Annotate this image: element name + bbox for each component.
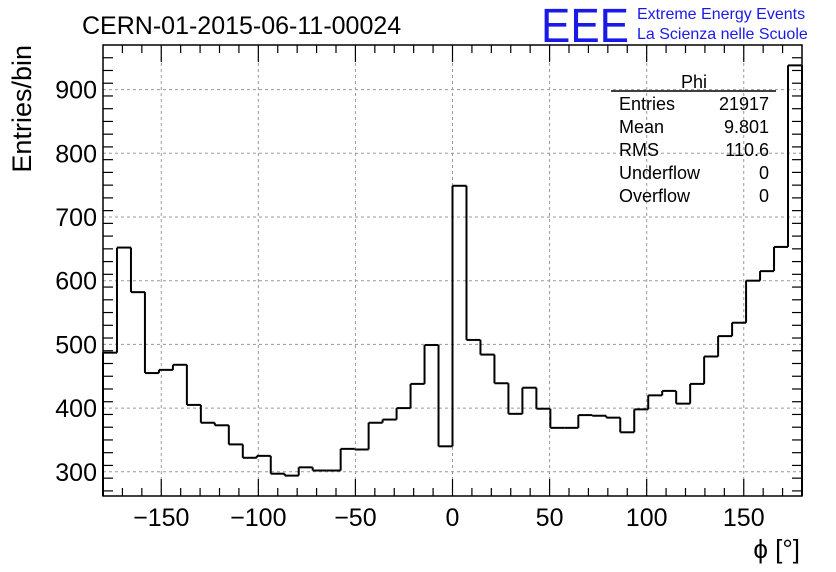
x-axis-label: ϕ [°]: [753, 534, 800, 564]
stats-row-value: 0: [759, 186, 769, 206]
x-tick-label: 50: [536, 504, 564, 532]
stats-row-value: 110.6: [725, 140, 769, 160]
x-tick-label: 100: [626, 504, 668, 532]
stats-row-label: Overflow: [619, 186, 691, 206]
y-tick-label: 400: [55, 395, 97, 423]
stats-box-title: Phi: [681, 72, 707, 92]
stats-row-label: Entries: [619, 94, 675, 114]
eee-logo-line1: Extreme Energy Events: [637, 6, 805, 23]
stats-row-label: Underflow: [619, 163, 701, 183]
stats-row-value: 21917: [719, 94, 769, 114]
tick-labels: −150 −100 −50 0 50 100 150 300 400 500 600 700 800 90…: [55, 77, 764, 532]
x-tick-label: −150: [133, 504, 189, 532]
stats-row-value: 0: [759, 163, 769, 183]
stats-box: Phi Entries 21917 Mean 9.801 RMS 110.6 Underfl…: [611, 72, 776, 206]
stats-row-label: RMS: [619, 140, 659, 160]
stats-box-rows: Entries 21917 Mean 9.801 RMS 110.6 Underflow 0 O…: [619, 94, 769, 206]
x-tick-label: 150: [723, 504, 765, 532]
eee-logo-mark: EEE: [541, 0, 629, 53]
y-tick-label: 600: [55, 268, 97, 296]
y-tick-label: 300: [55, 459, 97, 487]
y-tick-label: 500: [55, 331, 97, 359]
y-axis-label: Entries/bin: [7, 45, 37, 173]
chart-title: CERN-01-2015-06-11-00024: [82, 12, 401, 40]
x-tick-label: −100: [230, 504, 286, 532]
y-tick-label: 900: [55, 77, 97, 105]
stats-row-label: Mean: [619, 117, 664, 137]
x-tick-label: −50: [334, 504, 376, 532]
plot-frame: [102, 44, 803, 497]
y-tick-label: 800: [55, 140, 97, 168]
axis-ticks: [103, 45, 802, 496]
stats-row-value: 9.801: [724, 117, 769, 137]
eee-logo-line2: La Scienza nelle Scuole: [637, 26, 808, 43]
y-tick-label: 700: [55, 204, 97, 232]
x-tick-label: 0: [446, 504, 460, 532]
eee-logo: EEE Extreme Energy Events La Scienza nel…: [541, 0, 808, 53]
